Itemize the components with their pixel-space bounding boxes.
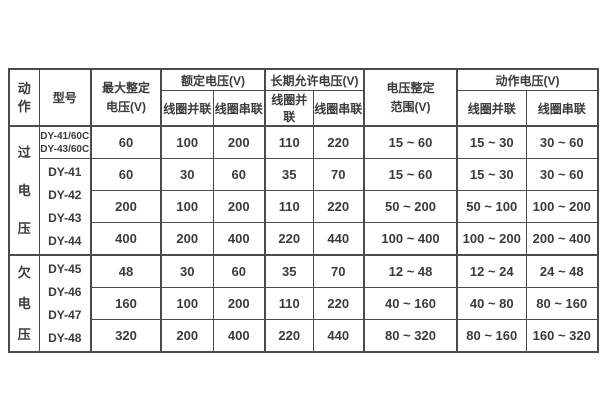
cell-value: 35 [264,254,314,288]
cell-value: 220 [312,125,365,159]
cell-value: 220 [264,319,314,353]
cell-value: 200 ~ 400 [525,222,599,256]
cell-value: 60 [212,254,266,288]
cell-value: 100 ~ 200 [525,190,599,223]
cell-value: 24 ~ 48 [525,254,599,288]
cell-value: 400 [90,222,162,256]
table-row: DY-41 DY-42 DY-43 DY-44 60 30 60 35 70 1… [9,158,599,256]
cell-value: 110 [264,190,314,223]
subheader-operate-coil-parallel: 线圈并联 [456,90,527,127]
cell-value: 200 [212,125,266,159]
cell-value: 200 [212,190,266,223]
cell-value: 48 [90,254,162,288]
cell-value: 400 [212,319,266,353]
table-row: 400 200 400 220 440 100 ~ 400 100 ~ 200 … [9,222,599,256]
col-header-setting-range: 电压整定 范围(V) [363,68,458,127]
relay-spec-table: 动 作 型号 最大整定 电压(V) 额定电压(V) 长期允许电压(V) 电压整定… [8,68,599,353]
cell-value: 35 [264,158,314,191]
col-header-operate-voltage: 动作电压(V) [456,68,599,91]
cell-value: 110 [264,287,314,320]
cell-value: 440 [312,222,365,256]
cell-value: 80 ~ 320 [363,319,458,353]
cell-value: 12 ~ 24 [456,254,527,288]
col-header-max-setting-voltage: 最大整定 电压(V) [90,68,162,127]
cell-models-special: DY-41/60C DY-43/60C [38,125,92,159]
cell-value: 60 [212,158,266,191]
cell-value: 100 [160,190,214,223]
cell-value: 200 [160,319,214,353]
cell-value: 12 ~ 48 [363,254,458,288]
table-row: 200 100 200 110 220 50 ~ 200 50 ~ 100 10… [9,190,599,223]
cell-value: 15 ~ 30 [456,158,527,191]
subheader-longterm-coil-parallel: 线圈并联 [264,90,314,127]
col-header-long-term-voltage: 长期允许电压(V) [264,68,365,91]
subheader-rated-coil-series: 线圈串联 [212,90,266,127]
cell-value: 50 ~ 200 [363,190,458,223]
cell-action-undervoltage: 欠 电 压 [8,254,40,353]
cell-value: 50 ~ 100 [456,190,527,223]
cell-value: 110 [264,125,314,159]
cell-value: 60 [90,158,162,191]
subheader-longterm-coil-series: 线圈串联 [312,90,365,127]
cell-value: 80 ~ 160 [456,319,527,353]
cell-value: 200 [212,287,266,320]
table-row: 欠 电 压 DY-45 DY-46 DY-47 DY-48 48 30 60 3… [8,254,599,353]
cell-value: 15 ~ 60 [363,158,458,191]
cell-value: 60 [90,125,162,159]
cell-value: 30 [160,158,214,191]
cell-models-undervoltage: DY-45 DY-46 DY-47 DY-48 [38,254,92,353]
cell-value: 220 [264,222,314,256]
cell-value: 160 [90,287,162,320]
cell-value: 30 ~ 60 [525,125,599,159]
cell-value: 70 [312,254,365,288]
table-row: 320 200 400 220 440 80 ~ 320 80 ~ 160 16… [9,319,599,353]
cell-value: 100 [160,287,214,320]
cell-value: 15 ~ 60 [363,125,458,159]
cell-value: 40 ~ 160 [363,287,458,320]
cell-value: 30 [160,254,214,288]
cell-value: 100 ~ 400 [363,222,458,256]
cell-value: 30 ~ 60 [525,158,599,191]
cell-action-overvoltage: 过 电 压 [8,125,40,256]
spec-table-container: 动 作 型号 最大整定 电压(V) 额定电压(V) 长期允许电压(V) 电压整定… [8,68,599,353]
cell-value: 200 [90,190,162,223]
cell-value: 200 [160,222,214,256]
cell-value: 220 [312,190,365,223]
cell-value: 15 ~ 30 [456,125,527,159]
col-header-action: 动 作 [8,68,40,127]
cell-value: 100 [160,125,214,159]
cell-value: 160 ~ 320 [525,319,599,353]
cell-value: 400 [212,222,266,256]
table-row: 过 电 压 DY-41/60C DY-43/60C 60 100 200 110… [8,125,599,256]
subheader-operate-coil-series: 线圈串联 [525,90,599,127]
cell-value: 320 [90,319,162,353]
cell-value: 100 ~ 200 [456,222,527,256]
cell-value: 70 [312,158,365,191]
cell-value: 40 ~ 80 [456,287,527,320]
cell-value: 220 [312,287,365,320]
col-header-model: 型号 [38,68,92,127]
subheader-rated-coil-parallel: 线圈并联 [160,90,214,127]
col-header-rated-voltage: 额定电压(V) [160,68,266,91]
cell-value: 440 [312,319,365,353]
table-row: 160 100 200 110 220 40 ~ 160 40 ~ 80 80 … [9,287,599,320]
cell-value: 80 ~ 160 [525,287,599,320]
cell-models-overvoltage: DY-41 DY-42 DY-43 DY-44 [38,158,92,256]
